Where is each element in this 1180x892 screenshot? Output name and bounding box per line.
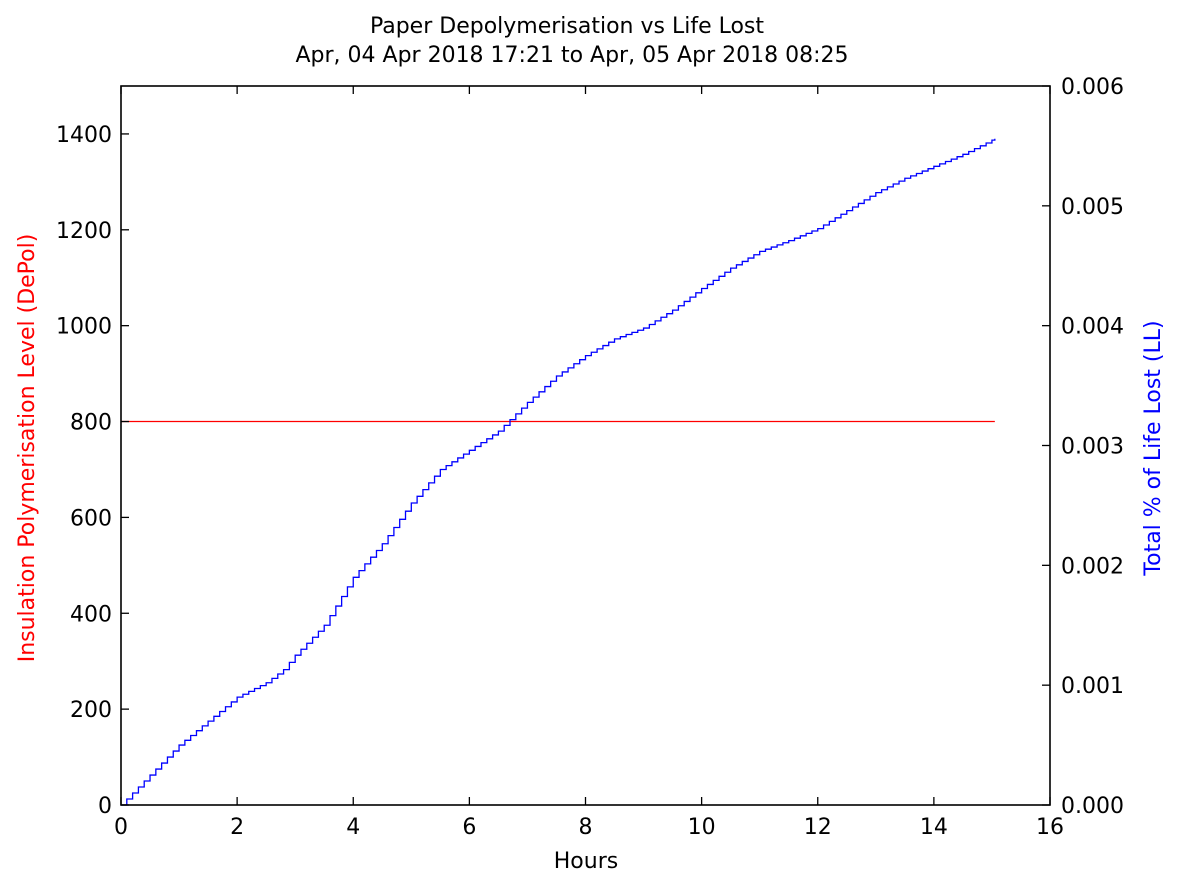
chart-title: Paper Depolymerisation vs Life Lost bbox=[370, 14, 764, 39]
series-line-2 bbox=[121, 138, 996, 806]
y-left-tick-label: 1000 bbox=[56, 315, 112, 340]
chart-subtitle: Apr, 04 Apr 2018 17:21 to Apr, 05 Apr 20… bbox=[295, 43, 848, 68]
plot-area bbox=[121, 138, 996, 806]
y-right-tick-label: 0.003 bbox=[1061, 435, 1124, 460]
y-right-tick-label: 0.002 bbox=[1061, 554, 1124, 579]
x-tick-label: 8 bbox=[579, 815, 593, 840]
x-tick-label: 0 bbox=[114, 815, 128, 840]
y-right-tick-label: 0.001 bbox=[1061, 674, 1124, 699]
y-left-tick-label: 800 bbox=[70, 411, 112, 436]
plot-frame bbox=[120, 85, 1051, 806]
y-right-tick-label: 0.004 bbox=[1061, 315, 1124, 340]
y-right-tick-label: 0.006 bbox=[1061, 75, 1124, 100]
axes-ticks: 0 2 4 6 8 10 12 14 16 0 200 400 600 800 1000 1200 1400 0.… bbox=[56, 75, 1124, 840]
y-left-tick-label: 1200 bbox=[56, 219, 112, 244]
x-tick-label: 14 bbox=[920, 815, 948, 840]
y-left-tick-label: 600 bbox=[70, 506, 112, 531]
y-left-tick-label: 400 bbox=[70, 602, 112, 627]
x-tick-label: 12 bbox=[804, 815, 832, 840]
x-tick-label: 10 bbox=[688, 815, 716, 840]
x-tick-label: 16 bbox=[1036, 815, 1064, 840]
x-tick-label: 6 bbox=[462, 815, 476, 840]
y-right-tick-label: 0.000 bbox=[1061, 794, 1124, 819]
y-left-tick-label: 200 bbox=[70, 698, 112, 723]
x-axis-label: Hours bbox=[554, 849, 618, 874]
y-left-tick-label: 0 bbox=[98, 794, 112, 819]
right-y-axis-label: Total % of Life Lost (LL) bbox=[1141, 320, 1166, 576]
x-tick-label: 4 bbox=[346, 815, 360, 840]
y-left-tick-label: 1400 bbox=[56, 123, 112, 148]
x-tick-label: 2 bbox=[230, 815, 244, 840]
y-right-tick-label: 0.005 bbox=[1061, 195, 1124, 220]
left-y-axis-label: Insulation Polymerisation Level (DePol) bbox=[15, 234, 40, 663]
